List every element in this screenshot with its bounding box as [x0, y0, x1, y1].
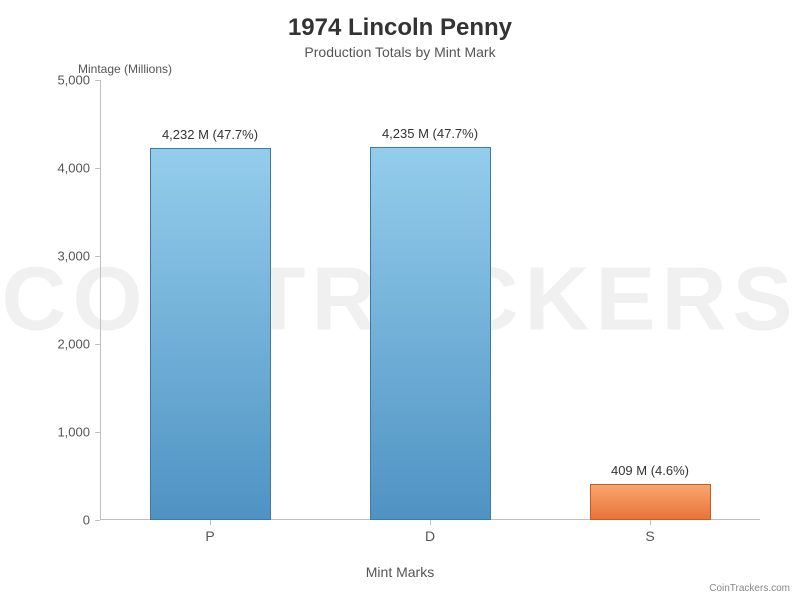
bar-value-label: 409 M (4.6%): [611, 463, 689, 484]
bar: [370, 147, 491, 520]
bar-value-label: 4,232 M (47.7%): [162, 127, 258, 148]
y-axis-line: [100, 80, 101, 520]
x-tick-label: D: [425, 520, 435, 544]
x-tick-label: S: [645, 520, 654, 544]
bar: [590, 484, 711, 520]
y-tick-label: 4,000: [57, 161, 100, 176]
chart-container: COINTRACKERS 1974 Lincoln Penny Producti…: [0, 0, 800, 600]
x-tick-label: P: [205, 520, 214, 544]
chart-subtitle: Production Totals by Mint Mark: [0, 44, 800, 60]
bar-value-label: 4,235 M (47.7%): [382, 126, 478, 147]
y-tick-label: 3,000: [57, 249, 100, 264]
y-tick-label: 2,000: [57, 337, 100, 352]
x-axis-label: Mint Marks: [0, 564, 800, 580]
chart-title: 1974 Lincoln Penny: [0, 14, 800, 42]
attribution-text: CoinTrackers.com: [709, 583, 790, 594]
plot-area: 01,0002,0003,0004,0005,000P4,232 M (47.7…: [100, 80, 760, 520]
y-tick-label: 1,000: [57, 425, 100, 440]
y-tick-label: 0: [83, 513, 100, 528]
y-tick-label: 5,000: [57, 73, 100, 88]
bar: [150, 148, 271, 520]
